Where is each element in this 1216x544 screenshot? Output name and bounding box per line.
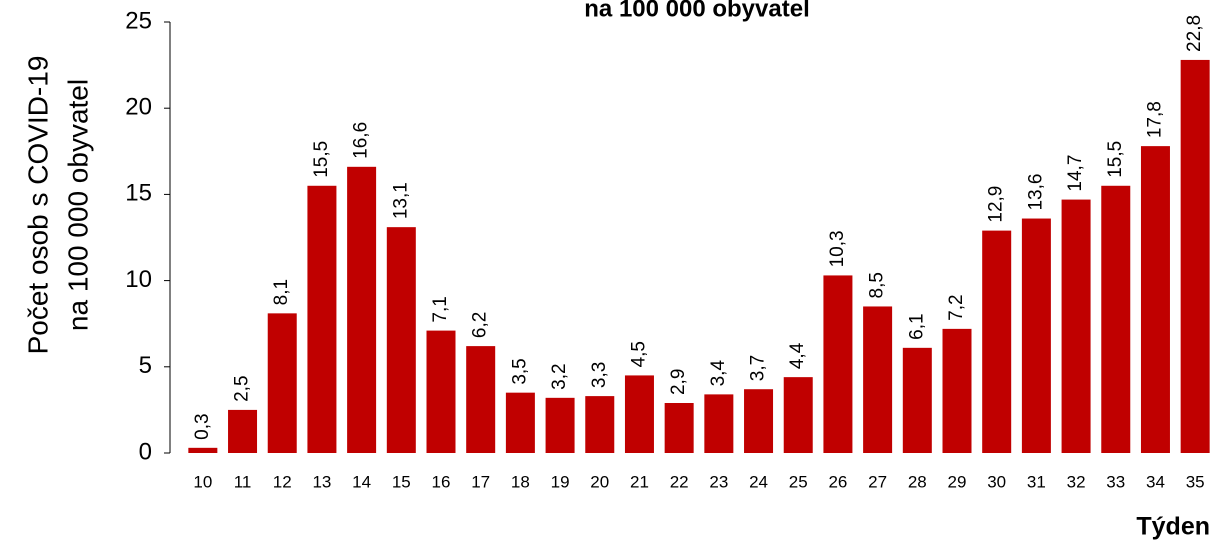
y-axis-label: Počet osob s COVID-19 <box>22 56 53 355</box>
data-label: 17,8 <box>1144 101 1165 138</box>
x-tick-label: 16 <box>432 472 451 491</box>
data-label: 2,5 <box>232 375 253 401</box>
data-label: 22,8 <box>1184 15 1205 52</box>
data-label: 15,5 <box>1105 141 1126 178</box>
bar <box>505 392 535 453</box>
data-label: 10,3 <box>827 230 848 267</box>
bar <box>823 275 853 453</box>
bar <box>863 306 893 453</box>
bar <box>744 389 774 453</box>
x-tick-label: 23 <box>709 472 728 491</box>
bar <box>1061 199 1091 453</box>
data-label: 3,5 <box>509 358 530 384</box>
bar <box>267 313 297 453</box>
bar <box>624 375 654 453</box>
data-label: 13,1 <box>390 182 411 219</box>
data-label: 4,4 <box>787 342 808 369</box>
bar <box>783 377 813 453</box>
data-label: 15,5 <box>311 141 332 178</box>
x-tick-label: 20 <box>590 472 609 491</box>
x-tick-label: 14 <box>352 472 371 491</box>
x-tick-label: 26 <box>828 472 847 491</box>
chart-title: na 100 000 obyvatel <box>584 0 809 22</box>
x-tick-label: 25 <box>789 472 808 491</box>
x-tick-label: 33 <box>1106 472 1125 491</box>
x-tick-label: 27 <box>868 472 887 491</box>
x-tick-label: 10 <box>193 472 212 491</box>
data-label: 7,1 <box>430 296 451 322</box>
data-label: 0,3 <box>192 413 213 439</box>
x-tick-label: 29 <box>948 472 967 491</box>
bar <box>188 447 218 453</box>
bar <box>426 330 456 453</box>
bar <box>982 230 1012 453</box>
data-label: 13,6 <box>1025 174 1046 211</box>
bar <box>466 346 496 453</box>
data-label: 6,2 <box>470 312 491 338</box>
data-label: 6,1 <box>906 313 927 339</box>
x-tick-label: 30 <box>987 472 1006 491</box>
data-label: 7,2 <box>946 294 967 320</box>
bar <box>1140 146 1170 454</box>
bar <box>942 328 972 453</box>
data-label: 4,5 <box>628 341 649 367</box>
y-tick-label: 15 <box>125 180 152 207</box>
data-label: 8,5 <box>867 272 888 298</box>
x-tick-label: 32 <box>1067 472 1086 491</box>
bar <box>347 166 377 454</box>
x-tick-label: 12 <box>273 472 292 491</box>
bar <box>704 394 734 453</box>
bar <box>585 396 615 453</box>
x-tick-label: 22 <box>670 472 689 491</box>
data-label: 14,7 <box>1065 155 1086 192</box>
data-label: 2,9 <box>668 369 689 395</box>
x-tick-label: 35 <box>1186 472 1205 491</box>
bar <box>228 409 258 453</box>
data-label: 12,9 <box>986 186 1007 223</box>
x-tick-label: 19 <box>551 472 570 491</box>
x-tick-label: 11 <box>234 472 252 491</box>
x-tick-label: 28 <box>908 472 927 491</box>
x-tick-label: 17 <box>471 472 490 491</box>
data-label: 3,3 <box>589 362 610 388</box>
data-label: 16,6 <box>351 122 372 159</box>
x-tick-label: 15 <box>392 472 411 491</box>
y-tick-label: 10 <box>125 266 152 293</box>
bar <box>1180 59 1210 453</box>
bar <box>1021 218 1051 453</box>
data-label: 8,1 <box>271 279 292 305</box>
bar <box>902 347 932 453</box>
bar <box>1101 185 1131 453</box>
bar <box>664 403 694 453</box>
x-tick-label: 24 <box>749 472 768 491</box>
y-tick-label: 5 <box>139 352 152 379</box>
bar <box>307 185 337 453</box>
data-label: 3,7 <box>748 355 769 381</box>
bar <box>545 397 575 453</box>
x-tick-label: 13 <box>312 472 331 491</box>
data-label: 3,2 <box>549 363 570 389</box>
y-axis-label: na 100 000 obyvatel <box>62 79 93 331</box>
y-tick-label: 25 <box>125 7 152 34</box>
x-tick-label: 18 <box>511 472 530 491</box>
x-axis-label: Týden <box>1136 513 1210 541</box>
y-tick-label: 0 <box>139 438 152 465</box>
data-label: 3,4 <box>708 360 729 387</box>
y-tick-label: 20 <box>125 94 152 121</box>
bar <box>386 227 416 453</box>
x-tick-label: 21 <box>630 472 649 491</box>
x-tick-label: 31 <box>1027 472 1046 491</box>
x-tick-label: 34 <box>1146 472 1165 491</box>
